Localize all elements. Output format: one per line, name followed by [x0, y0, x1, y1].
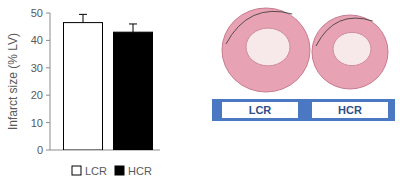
- error-cap: [129, 23, 137, 24]
- y-axis: [50, 13, 51, 150]
- lumen: [333, 32, 371, 65]
- heart-section: [222, 8, 310, 92]
- figure: 0 10 20 30 40 50 Infarct size (% LV) LCR HCR LCR H…: [0, 0, 400, 181]
- heart-section: [312, 15, 388, 89]
- y-tick-label: 30: [31, 62, 43, 74]
- y-tick: [46, 13, 50, 14]
- legend-swatch: [72, 166, 81, 175]
- panel-label: LCR: [249, 104, 272, 116]
- error-stem: [83, 14, 84, 22]
- legend-label: LCR: [85, 165, 107, 177]
- y-tick-label: 20: [31, 89, 43, 101]
- y-tick: [46, 40, 50, 41]
- infarct-outline: [226, 11, 292, 44]
- bar: [114, 32, 153, 150]
- bars: [64, 14, 153, 150]
- label-box: [222, 102, 298, 118]
- legend-swatch: [115, 166, 124, 175]
- error-stem: [133, 24, 134, 32]
- y-tick: [46, 95, 50, 96]
- label-box: [312, 102, 388, 118]
- image-panel: LCR HCR: [212, 8, 395, 121]
- infarct-outline: [316, 18, 373, 46]
- y-tick: [46, 122, 50, 123]
- y-tick-label: 50: [31, 7, 43, 19]
- lumen: [246, 28, 290, 66]
- label-band: [212, 99, 395, 121]
- y-tick: [46, 67, 50, 68]
- panel-label: HCR: [338, 104, 362, 116]
- legend-label: HCR: [128, 165, 152, 177]
- y-tick: [46, 150, 50, 151]
- y-tick-label: 40: [31, 34, 43, 46]
- error-cap: [79, 14, 87, 15]
- y-axis-label: Infarct size (% LV): [6, 33, 20, 130]
- error-bar: [129, 24, 137, 32]
- error-bar: [79, 14, 87, 22]
- y-tick-label: 0: [37, 144, 43, 156]
- bar: [64, 23, 103, 150]
- y-tick-label: 10: [31, 117, 43, 129]
